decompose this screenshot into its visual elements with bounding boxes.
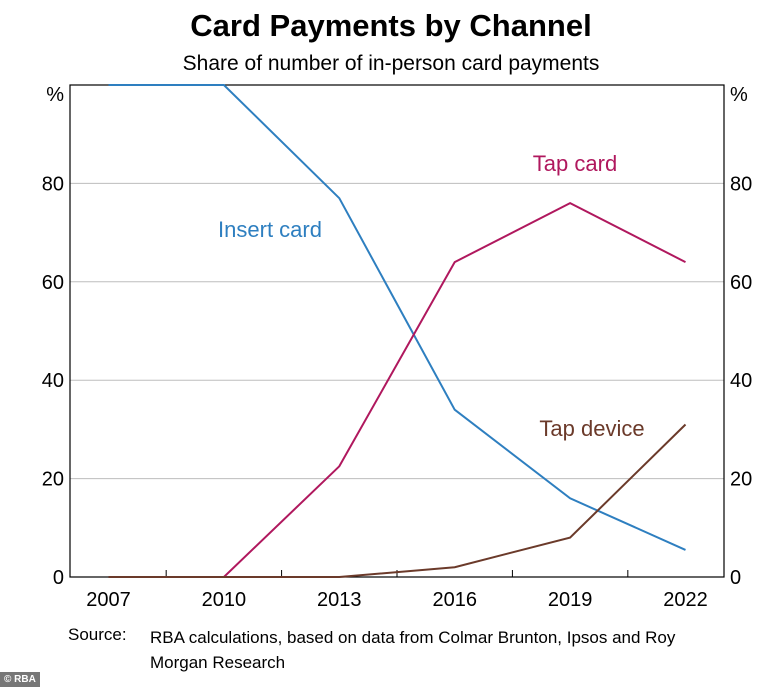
- y-tick-label-left: 40: [42, 370, 64, 392]
- x-axis: 2007 2010 2013 2016 2019 2022: [86, 570, 708, 611]
- y-tick-label-left: 0: [53, 567, 64, 589]
- x-tick-label: 2022: [663, 589, 708, 611]
- y-unit-right: %: [730, 84, 748, 106]
- series-lines: [108, 84, 687, 578]
- y-tick-label-right: 20: [730, 469, 752, 491]
- source-text: RBA calculations, based on data from Col…: [150, 628, 676, 672]
- x-tick-label: 2013: [317, 589, 362, 611]
- series-labels: Insert card Tap card Tap device: [218, 151, 645, 441]
- series-label-tap-device: Tap device: [539, 416, 644, 441]
- series-line-tap-device: [108, 423, 687, 578]
- chart-subtitle: Share of number of in-person card paymen…: [182, 52, 600, 75]
- x-tick-label: 2007: [86, 589, 131, 611]
- y-tick-label-left: 20: [42, 469, 64, 491]
- y-tick-label-right: 80: [730, 173, 752, 195]
- series-label-tap-card: Tap card: [533, 151, 617, 176]
- series-label-insert-card: Insert card: [218, 217, 322, 242]
- y-tick-label-right: 40: [730, 370, 752, 392]
- series-line-insert-card: [108, 84, 686, 551]
- x-tick-label: 2019: [548, 589, 593, 611]
- y-tick-label-left: 80: [42, 173, 64, 195]
- y-tick-label-right: 60: [730, 272, 752, 294]
- plot-frame: [69, 84, 725, 578]
- source-label: Source:: [68, 625, 127, 644]
- x-tick-label: 2016: [432, 589, 477, 611]
- gridlines: [70, 182, 724, 480]
- y-tick-label-left: 60: [42, 272, 64, 294]
- plot-border: [69, 84, 725, 578]
- y-unit-left: %: [46, 84, 64, 106]
- series-line-tap-card: [108, 201, 686, 578]
- copyright-badge: © RBA: [0, 672, 40, 687]
- y-tick-label-right: 0: [730, 567, 741, 589]
- y-axis-left: 0 20 40 60 80%: [42, 84, 64, 589]
- y-axis-right: 0 20 40 60 80%: [730, 84, 752, 589]
- chart-title: Card Payments by Channel: [190, 8, 592, 43]
- x-tick-label: 2010: [202, 589, 247, 611]
